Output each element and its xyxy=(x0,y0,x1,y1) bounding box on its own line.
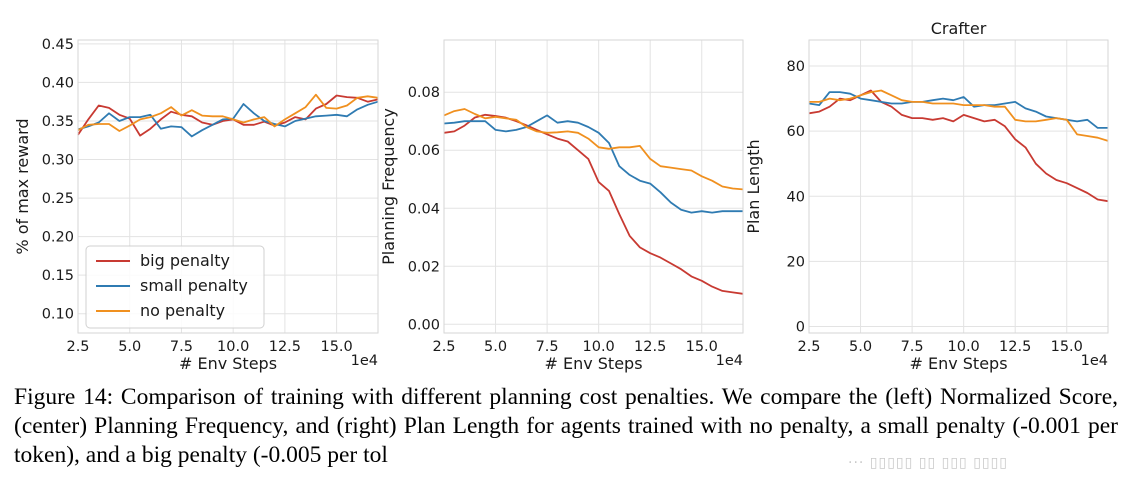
legend-box xyxy=(85,245,265,329)
x-tick-label: 10.0 xyxy=(217,339,249,355)
watermark-overlay: ··· ▯▯▯▯▯ ▯▯ ▯▯▯ ▯▯▯▯ xyxy=(848,448,1126,478)
x-axis-exponent: 1e4 xyxy=(716,353,743,369)
y-tick-label: 20 xyxy=(787,254,805,270)
series-line-none xyxy=(809,89,1109,142)
x-tick-label: 5.0 xyxy=(849,339,872,355)
chart-panel-3: 2.5 5.0 7.5 10.0 12.5 15.0 0 20 40 60 80 1e4 # Env S… xyxy=(744,19,1109,373)
y-tick-label: 0.20 xyxy=(42,230,74,246)
series-line-small xyxy=(77,100,379,138)
x-tick-label: 2.5 xyxy=(797,339,820,355)
plot-frame xyxy=(77,39,379,334)
y-tick-label: 0.25 xyxy=(42,191,74,207)
x-tick-label: 5.0 xyxy=(484,339,507,355)
series-line-none xyxy=(77,93,379,132)
x-axis-label: # Env Steps xyxy=(179,354,277,373)
x-tick-label: 7.5 xyxy=(536,339,559,355)
chart-panel-2: 2.5 5.0 7.5 10.0 12.5 15.0 0.00 0.02 0.04 0.06 0.0… xyxy=(379,39,744,373)
y-axis-label: % of max reward xyxy=(13,118,32,254)
chart-title: Crafter xyxy=(931,19,987,38)
x-tick-label: 10.0 xyxy=(583,339,615,355)
y-tick-label: 60 xyxy=(787,124,805,140)
x-axis-exponent: 1e4 xyxy=(351,353,378,369)
x-axis-exponent: 1e4 xyxy=(1081,353,1108,369)
figure-caption: Figure 14: Comparison of training with d… xyxy=(14,383,1118,470)
y-axis-label: Planning Frequency xyxy=(379,108,398,265)
y-tick-label: 0.15 xyxy=(42,268,74,284)
series-line-none xyxy=(443,108,744,191)
y-tick-label: 0.45 xyxy=(42,37,74,53)
x-axis-label: # Env Steps xyxy=(544,354,642,373)
x-tick-label: 2.5 xyxy=(432,339,455,355)
x-tick-label: 7.5 xyxy=(901,339,924,355)
x-tick-label: 15.0 xyxy=(686,339,718,355)
x-tick-label: 15.0 xyxy=(1051,339,1083,355)
y-tick-label: 0.08 xyxy=(408,85,440,101)
legend-label: small penalty xyxy=(140,276,248,295)
y-tick-label: 40 xyxy=(787,189,805,205)
chart-panel-1: 2.5 5.0 7.5 10.0 12.5 15.0 0.10 0.15 0.20 0.25 0.3… xyxy=(13,37,379,373)
y-tick-label: 0.06 xyxy=(408,143,440,159)
series-line-small xyxy=(443,114,743,214)
y-tick-label: 0.35 xyxy=(42,114,74,130)
y-tick-label: 0.40 xyxy=(42,75,74,91)
x-axis-label: # Env Steps xyxy=(909,354,1007,373)
chart-legend: big penalty small penalty no penalty xyxy=(85,245,265,329)
x-tick-label: 5.0 xyxy=(118,339,141,355)
series-line-big xyxy=(808,89,1109,203)
y-tick-label: 0 xyxy=(796,319,805,335)
y-tick-label: 0.04 xyxy=(408,201,440,217)
plot-frame xyxy=(808,39,1109,334)
x-tick-label: 12.5 xyxy=(269,339,301,355)
y-tick-label: 80 xyxy=(787,59,805,75)
x-tick-label: 12.5 xyxy=(634,339,666,355)
x-tick-label: 2.5 xyxy=(66,339,89,355)
y-tick-label: 0.10 xyxy=(42,307,74,323)
legend-label: big penalty xyxy=(140,251,230,270)
plot-frame xyxy=(443,39,744,334)
x-tick-label: 7.5 xyxy=(170,339,193,355)
caption-text: Comparison of training with different pl… xyxy=(14,384,1119,468)
legend-label: no penalty xyxy=(140,301,225,320)
y-axis-label: Plan Length xyxy=(744,139,763,233)
x-tick-label: 15.0 xyxy=(320,339,352,355)
y-tick-label: 0.00 xyxy=(408,317,440,333)
series-line-big xyxy=(443,113,744,295)
x-tick-label: 12.5 xyxy=(999,339,1031,355)
caption-label: Figure 14: xyxy=(14,384,114,410)
x-tick-label: 10.0 xyxy=(948,339,980,355)
figure-panels: 2.5 5.0 7.5 10.0 12.5 15.0 0.10 0.15 0.20 0.25 0.3… xyxy=(13,19,1109,373)
y-tick-label: 0.02 xyxy=(408,259,440,275)
y-tick-label: 0.30 xyxy=(42,153,74,169)
